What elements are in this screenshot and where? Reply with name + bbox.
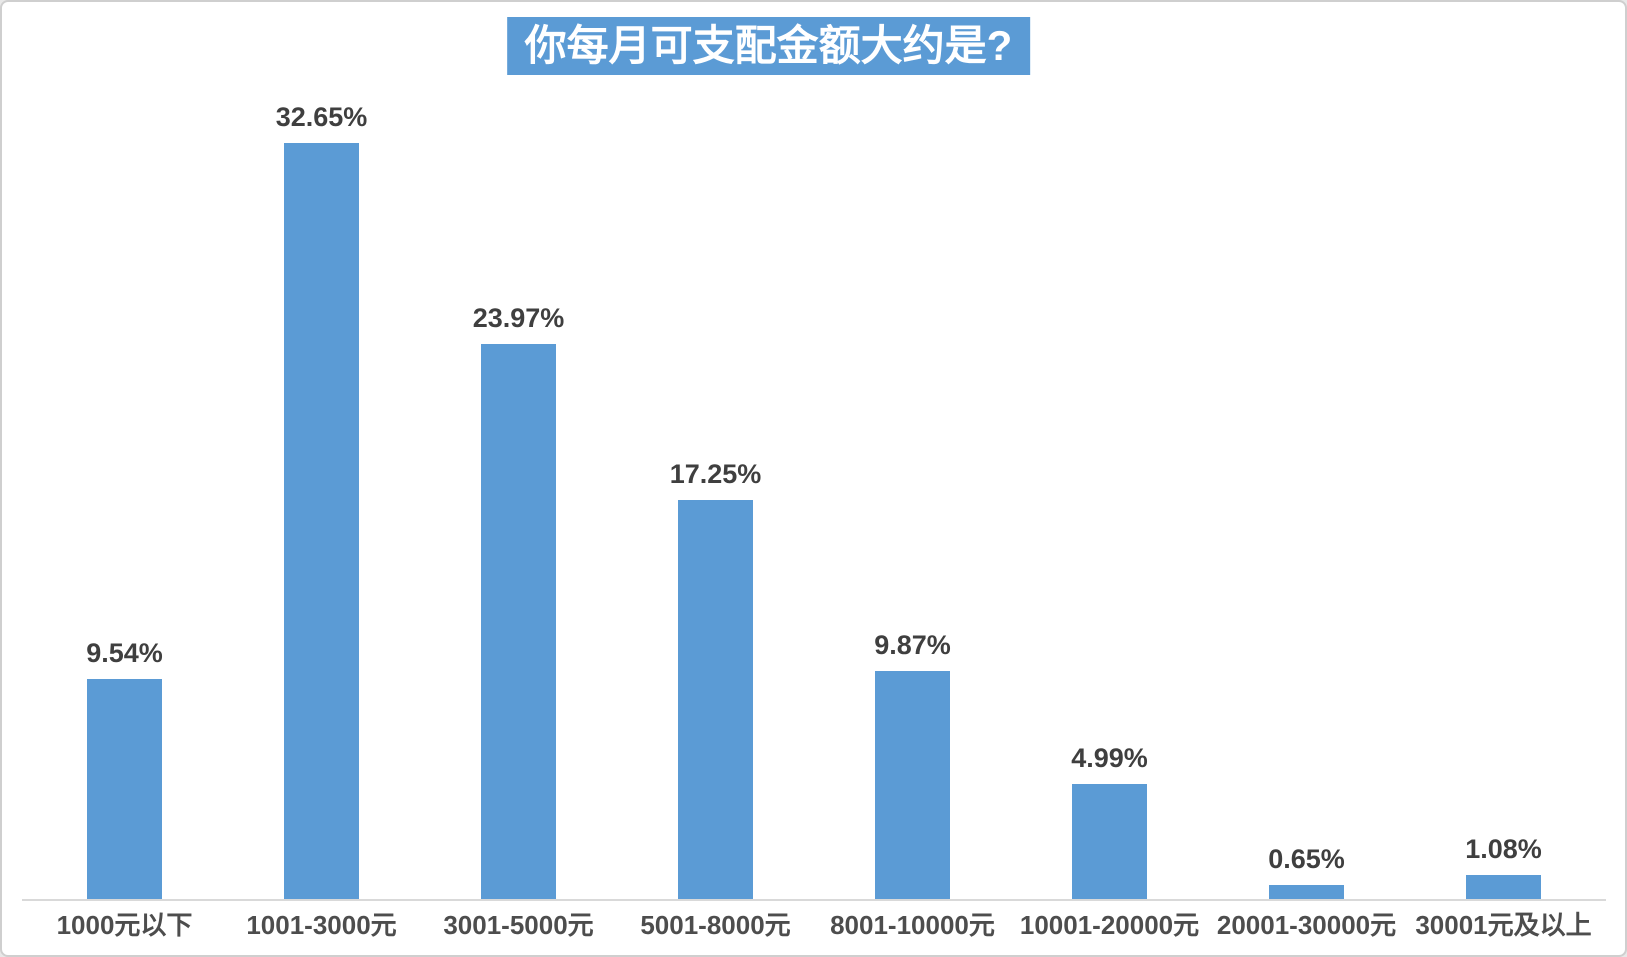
bar-value-label: 9.54% bbox=[86, 637, 163, 668]
x-axis-line bbox=[22, 899, 1606, 901]
bar bbox=[1072, 784, 1147, 900]
x-axis-label: 20001-30000元 bbox=[1216, 910, 1397, 940]
x-axis-label: 3001-5000元 bbox=[443, 910, 594, 940]
bar-group: 32.65% bbox=[223, 100, 420, 900]
x-axis-label: 1000元以下 bbox=[56, 910, 193, 940]
bar-group: 4.99% bbox=[1011, 100, 1208, 900]
bar bbox=[1269, 884, 1344, 900]
bar-group: 9.54% bbox=[26, 100, 223, 900]
bar bbox=[87, 678, 162, 900]
bar-value-label: 1.08% bbox=[1465, 833, 1542, 864]
plot-area: 9.54% 32.65% 23.97% 17.25% 9.87% 4.99% 0.65% 1.… bbox=[26, 100, 1602, 900]
x-axis-label: 30001元及以上 bbox=[1415, 910, 1592, 940]
bar bbox=[481, 344, 556, 900]
x-axis-labels: 1000元以下 1001-3000元 3001-5000元 5001-8000元 800… bbox=[26, 905, 1602, 942]
bar-group: 9.87% bbox=[814, 100, 1011, 900]
x-axis-label: 5001-8000元 bbox=[640, 910, 791, 940]
bar-value-label: 17.25% bbox=[669, 459, 762, 490]
x-axis-label: 8001-10000元 bbox=[830, 910, 995, 940]
bar-group: 23.97% bbox=[420, 100, 617, 900]
bar-value-label: 0.65% bbox=[1268, 843, 1345, 874]
bar bbox=[875, 671, 950, 900]
bar-value-label: 23.97% bbox=[472, 303, 565, 334]
bar-value-label: 32.65% bbox=[275, 102, 368, 132]
bar bbox=[284, 143, 359, 900]
bar-value-label: 9.87% bbox=[874, 630, 951, 661]
bar-group: 0.65% bbox=[1208, 100, 1405, 900]
bar-group: 17.25% bbox=[617, 100, 814, 900]
x-axis-label: 1001-3000元 bbox=[246, 910, 397, 940]
bar-group: 1.08% bbox=[1405, 100, 1602, 900]
bar bbox=[1466, 874, 1541, 900]
chart-title: 你每月可支配金额大约是? bbox=[506, 17, 1031, 75]
x-axis-label: 10001-20000元 bbox=[1019, 910, 1200, 940]
bar bbox=[678, 500, 753, 900]
bar-value-label: 4.99% bbox=[1071, 743, 1148, 774]
